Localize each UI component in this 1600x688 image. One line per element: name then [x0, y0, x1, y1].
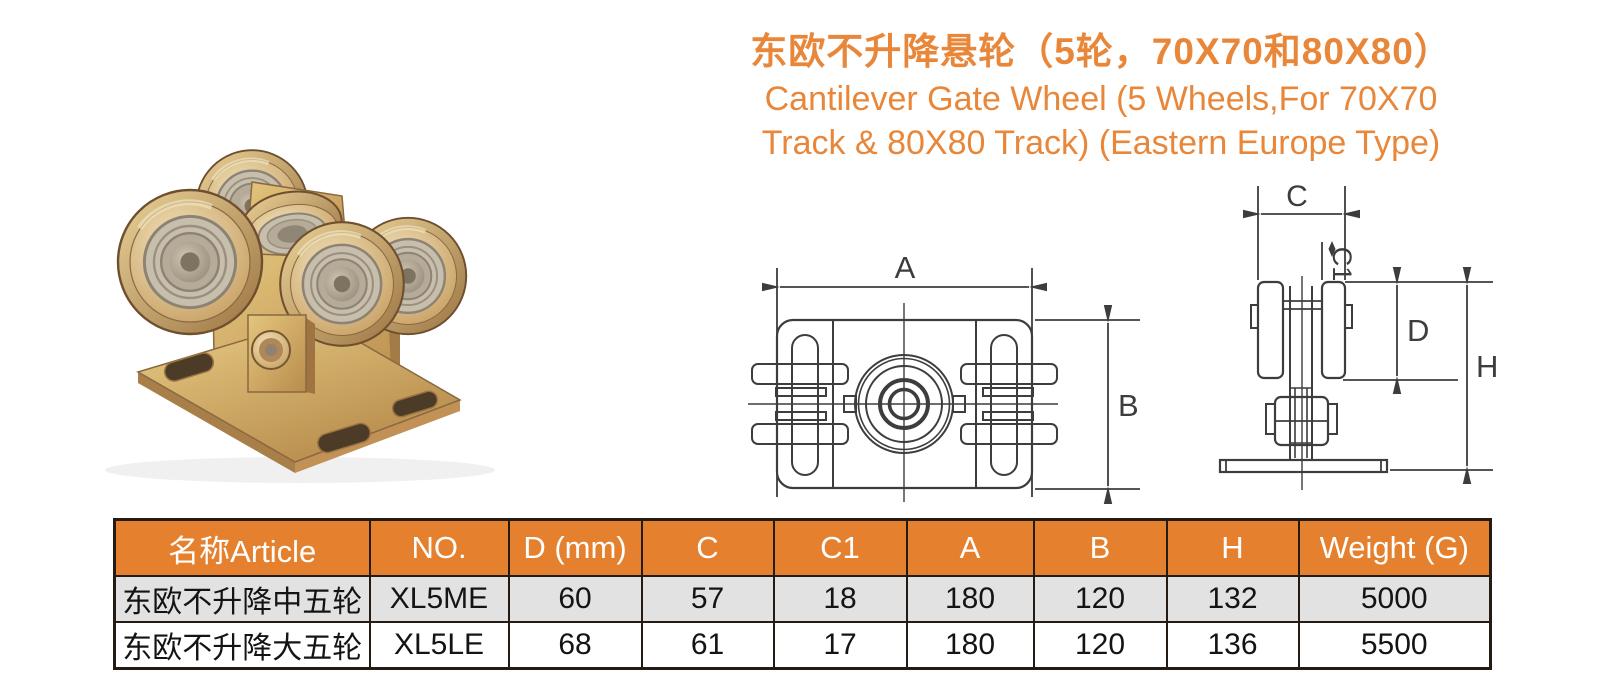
col-header-h: H [1165, 518, 1300, 577]
cell-a: 180 [905, 575, 1035, 623]
photo-front-block [247, 314, 315, 394]
col-header-c: C [640, 518, 775, 577]
cell-no: XL5LE [368, 621, 510, 670]
top-view-right-wheels [952, 334, 1058, 476]
col-header-b: B [1032, 518, 1168, 577]
product-title: 东欧不升降悬轮（5轮，70X70和80X80） Cantilever Gate … [706, 30, 1496, 165]
cell-d: 68 [507, 621, 643, 670]
product-title-english-line2: Track & 80X80 Track) (Eastern Europe Typ… [761, 124, 1441, 162]
cell-h: 136 [1165, 621, 1300, 670]
cell-b: 120 [1032, 575, 1168, 623]
product-title-chinese: 东欧不升降悬轮（5轮，70X70和80X80） [750, 31, 1452, 72]
col-header-weight: Weight (G) [1297, 518, 1492, 577]
spec-table-header-row: 名称Article NO. D (mm) C C1 A B H Weight (… [113, 518, 1492, 577]
cell-weight: 5000 [1297, 575, 1492, 623]
dim-label-a: A [895, 250, 916, 285]
cell-no: XL5ME [368, 575, 510, 623]
top-view-drawing: A B [748, 250, 1140, 504]
product-photo [105, 150, 495, 483]
table-row: 东欧不升降大五轮 XL5LE 68 61 17 180 120 136 5500 [113, 621, 1492, 670]
cell-article: 东欧不升降大五轮 [113, 621, 371, 670]
dim-label-c1: C1 [1327, 247, 1357, 282]
cell-weight: 5500 [1297, 621, 1492, 670]
spec-table: 名称Article NO. D (mm) C C1 A B H Weight (… [113, 518, 1492, 670]
cell-b: 120 [1032, 621, 1168, 670]
col-header-a: A [905, 518, 1035, 577]
product-title-english-line1: Cantilever Gate Wheel (5 Wheels,For 70X7… [764, 80, 1438, 118]
dim-label-b: B [1118, 388, 1139, 423]
photo-slot-hole [391, 390, 439, 418]
col-header-d: D (mm) [507, 518, 643, 577]
cell-c: 61 [640, 621, 775, 670]
cell-c: 57 [640, 575, 775, 623]
dim-label-h: H [1476, 349, 1498, 384]
cell-d: 60 [507, 575, 643, 623]
table-row: 东欧不升降中五轮 XL5ME 60 57 18 180 120 132 5000 [113, 575, 1492, 623]
dim-label-d: D [1407, 313, 1429, 348]
cell-c1: 17 [772, 621, 908, 670]
col-header-c1: C1 [772, 518, 908, 577]
side-view-drawing: C C1 D H [1218, 180, 1498, 490]
cell-article: 东欧不升降中五轮 [113, 575, 371, 623]
cell-c1: 18 [772, 575, 908, 623]
dim-label-c: C [1286, 180, 1308, 213]
top-view-left-wheels [751, 334, 857, 476]
cell-a: 180 [905, 621, 1035, 670]
photo-slot-hole [317, 422, 371, 454]
photo-slot-hole [163, 352, 215, 382]
col-header-no: NO. [368, 518, 510, 577]
col-header-article: 名称Article [113, 518, 371, 577]
cell-h: 132 [1165, 575, 1300, 623]
photo-left-front-wheel [118, 190, 262, 334]
